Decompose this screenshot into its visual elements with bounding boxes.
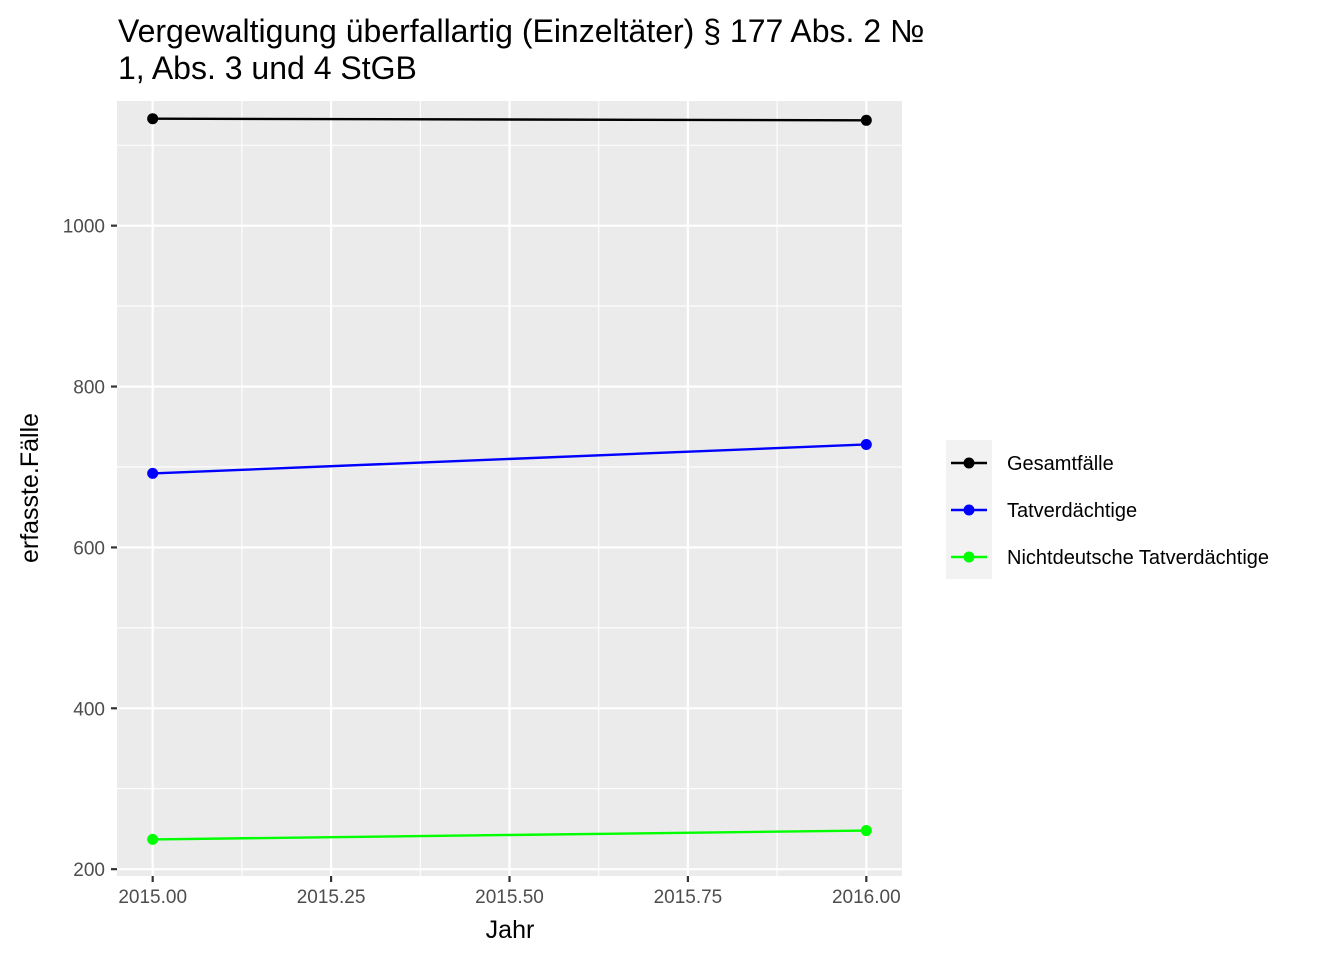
legend: Gesamtfälle Tatverdächtige Nichtdeutsche T… xyxy=(946,440,1269,579)
x-tick-label: 2015.75 xyxy=(654,887,723,908)
series-line-0 xyxy=(152,117,867,122)
y-tick-label: 1000 xyxy=(63,217,105,238)
x-axis: 2015.00 2015.25 2015.50 2015.75 2016.00 xyxy=(118,876,901,908)
x-tick-label: 2016.00 xyxy=(832,887,901,908)
major-gridlines xyxy=(117,101,902,876)
y-tick-label: 600 xyxy=(73,538,105,559)
x-tick-label: 2015.25 xyxy=(297,887,366,908)
data-point xyxy=(147,833,159,845)
data-point xyxy=(147,467,159,479)
data-point xyxy=(860,825,872,837)
legend-item: Nichtdeutsche Tatverdächtige xyxy=(951,547,1269,569)
series-layer xyxy=(147,113,872,845)
legend-label: Nichtdeutsche Tatverdächtige xyxy=(1007,547,1269,569)
y-axis: 200 400 600 800 1000 xyxy=(63,217,117,881)
series-line-2 xyxy=(152,829,867,841)
y-tick-label: 200 xyxy=(73,860,105,881)
data-point xyxy=(860,438,872,450)
data-point xyxy=(860,114,872,126)
x-tick-label: 2015.00 xyxy=(118,887,187,908)
y-tick-label: 400 xyxy=(73,699,105,720)
legend-label: Gesamtfälle xyxy=(1007,453,1114,475)
x-tick-label: 2015.50 xyxy=(475,887,544,908)
legend-key-point xyxy=(963,551,975,563)
legend-key-point xyxy=(963,457,975,469)
chart-title: Vergewaltigung überfallartig (Einzeltäte… xyxy=(118,13,924,86)
legend-item: Tatverdächtige xyxy=(951,500,1137,522)
y-axis-title: erfasste.Fälle xyxy=(16,413,44,563)
y-tick-label: 800 xyxy=(73,378,105,399)
legend-label: Tatverdächtige xyxy=(1007,500,1137,522)
legend-key-point xyxy=(963,504,975,516)
data-point xyxy=(147,113,159,125)
chart-title-line-1: Vergewaltigung überfallartig (Einzeltäte… xyxy=(118,13,924,49)
legend-item: Gesamtfälle xyxy=(951,453,1114,475)
x-axis-title: Jahr xyxy=(486,916,535,944)
chart-title-line-2: 1, Abs. 3 und 4 StGB xyxy=(118,50,417,86)
series-line-1 xyxy=(152,443,867,475)
